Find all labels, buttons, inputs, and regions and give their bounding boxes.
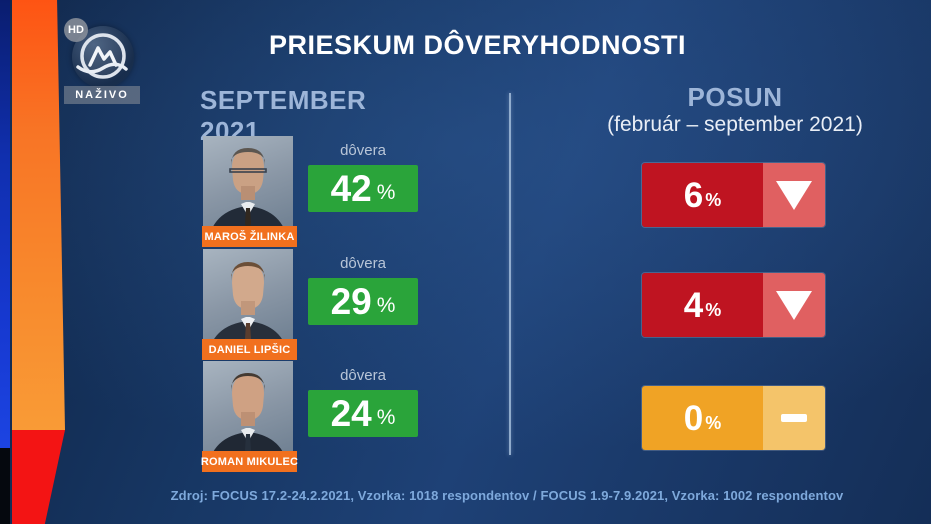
percent-sign: % <box>705 412 722 433</box>
person-row-zilinka: MAROŠ ŽILINKA dôvera 42 % <box>202 136 433 251</box>
person-name-label: DANIEL LIPŠIC <box>202 339 297 360</box>
percent-sign: % <box>376 293 396 317</box>
right-column-subheading: (február – september 2021) <box>607 113 863 136</box>
side-bar-orange <box>12 0 65 430</box>
metric-label: dôvera <box>340 142 386 159</box>
channel-logo-icon <box>72 26 134 88</box>
change-value-box: 6 % <box>642 163 763 227</box>
trust-value: 42 <box>330 168 372 209</box>
change-value: 0 <box>683 398 704 438</box>
channel-bug: HD NAŽIVO <box>62 16 142 108</box>
percent-sign: % <box>376 405 396 429</box>
side-bar-black <box>0 448 10 524</box>
metric-label: dôvera <box>340 367 386 384</box>
side-bar-red <box>12 430 65 524</box>
trust-value: 24 <box>330 393 372 434</box>
change-value: 6 <box>683 175 704 215</box>
trust-value: 29 <box>330 281 372 322</box>
change-value-box: 0 % <box>642 386 763 450</box>
change-badge-mikulec: 0 % <box>642 386 825 450</box>
percent-sign: % <box>705 299 722 320</box>
percent-sign: % <box>376 180 396 204</box>
trust-value-box: 24 % <box>308 390 418 437</box>
trust-value-box: 29 % <box>308 278 418 325</box>
change-value: 4 <box>683 285 704 325</box>
down-triangle-icon <box>776 180 812 210</box>
person-row-lipsic: DANIEL LIPŠIC dôvera 29 % <box>202 249 433 364</box>
live-badge: NAŽIVO <box>64 86 140 104</box>
change-badge-zilinka: 6 % <box>642 163 825 227</box>
no-change-dash-icon <box>781 414 807 422</box>
change-icon-box <box>763 163 825 227</box>
percent-sign: % <box>705 189 722 210</box>
person-row-mikulec: ROMAN MIKULEC dôvera 24 % <box>201 361 433 476</box>
hd-badge: HD <box>64 18 88 42</box>
change-icon-box <box>763 273 825 337</box>
down-triangle-icon <box>776 290 812 320</box>
change-badge-lipsic: 4 % <box>642 273 825 337</box>
change-value-box: 4 % <box>642 273 763 337</box>
column-divider <box>509 93 511 455</box>
person-name-label: ROMAN MIKULEC <box>201 451 298 472</box>
page-title: PRIESKUM DÔVERYHODNOSTI <box>268 30 687 60</box>
side-bar-blue <box>0 0 10 448</box>
right-column-heading: POSUN <box>687 82 783 112</box>
person-name-label: MAROŠ ŽILINKA <box>202 226 297 247</box>
change-icon-box <box>763 386 825 450</box>
metric-label: dôvera <box>340 255 386 272</box>
trust-value-box: 42 % <box>308 165 418 212</box>
source-text: Zdroj: FOCUS 17.2-24.2.2021, Vzorka: 101… <box>170 488 844 503</box>
